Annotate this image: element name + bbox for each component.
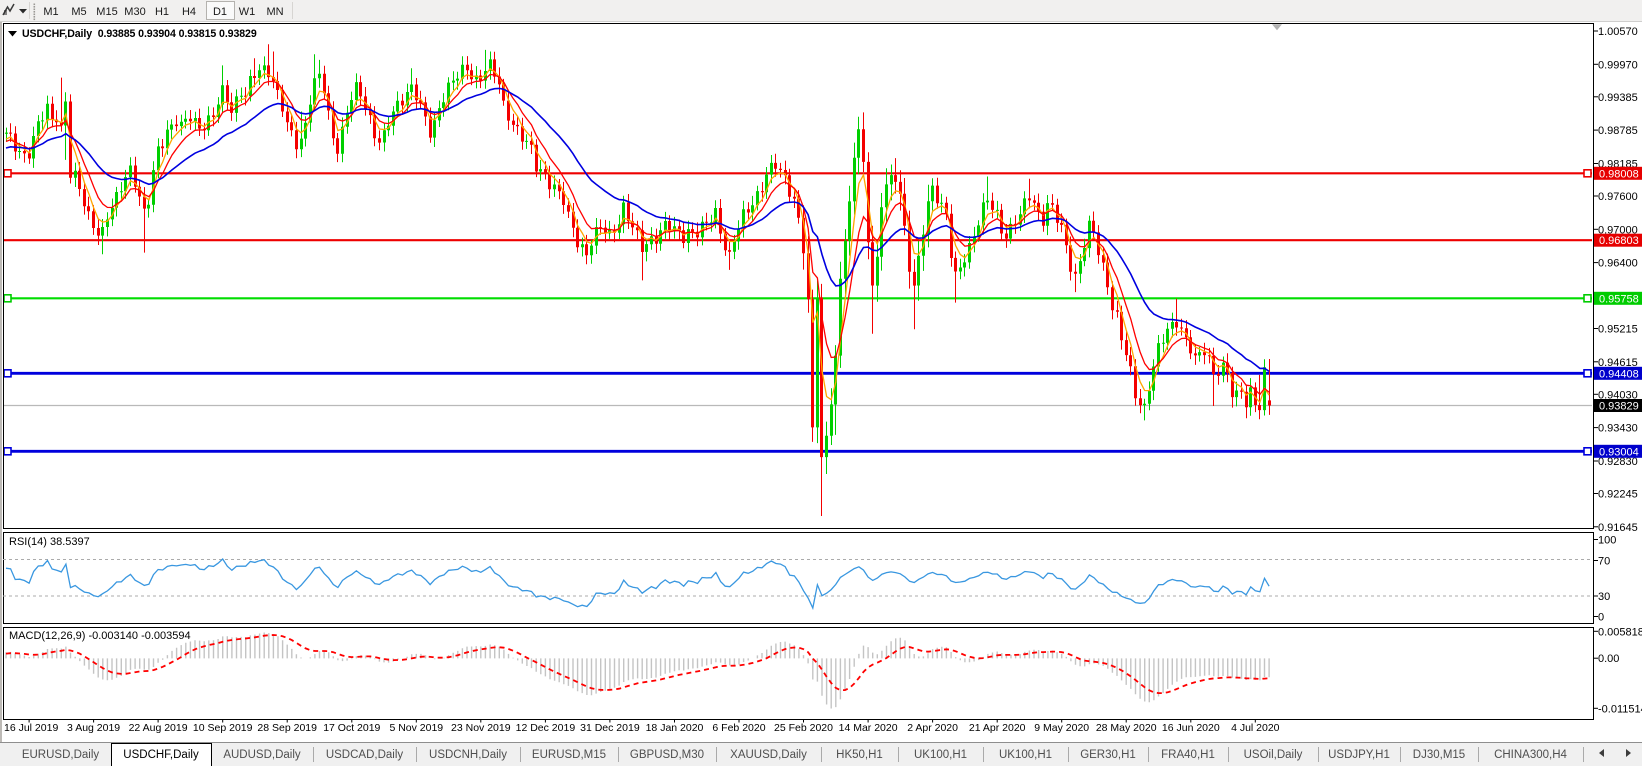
svg-text:GBPUSD,M30: GBPUSD,M30 bbox=[630, 749, 704, 761]
svg-text:18 Jan 2020: 18 Jan 2020 bbox=[646, 722, 704, 734]
svg-text:W1: W1 bbox=[239, 6, 256, 18]
svg-text:31 Dec 2019: 31 Dec 2019 bbox=[580, 722, 640, 734]
svg-text:14 Mar 2020: 14 Mar 2020 bbox=[839, 722, 898, 734]
svg-text:M30: M30 bbox=[124, 6, 145, 18]
svg-text:9 May 2020: 9 May 2020 bbox=[1034, 722, 1089, 734]
svg-text:0.98008: 0.98008 bbox=[1599, 168, 1639, 180]
svg-text:DJ30,M15: DJ30,M15 bbox=[1413, 749, 1465, 761]
svg-text:25 Feb 2020: 25 Feb 2020 bbox=[774, 722, 833, 734]
svg-text:0.91645: 0.91645 bbox=[1598, 522, 1638, 534]
svg-text:0.93829: 0.93829 bbox=[1599, 401, 1639, 413]
svg-text:0.95758: 0.95758 bbox=[1599, 293, 1639, 305]
svg-text:HK50,H1: HK50,H1 bbox=[836, 749, 883, 761]
svg-text:USDCAD,Daily: USDCAD,Daily bbox=[326, 749, 404, 761]
svg-text:0.94408: 0.94408 bbox=[1599, 368, 1639, 380]
svg-text:XAUUSD,Daily: XAUUSD,Daily bbox=[730, 749, 807, 761]
svg-text:16 Jun 2020: 16 Jun 2020 bbox=[1162, 722, 1220, 734]
svg-text:USDJPY,H1: USDJPY,H1 bbox=[1328, 749, 1390, 761]
svg-text:M5: M5 bbox=[71, 6, 86, 18]
svg-text:EURUSD,M15: EURUSD,M15 bbox=[532, 749, 606, 761]
svg-text:0.96803: 0.96803 bbox=[1599, 235, 1639, 247]
svg-text:0.94615: 0.94615 bbox=[1598, 357, 1638, 369]
svg-text:10 Sep 2019: 10 Sep 2019 bbox=[193, 722, 253, 734]
svg-text:0.00: 0.00 bbox=[1598, 653, 1619, 665]
svg-text:3 Aug 2019: 3 Aug 2019 bbox=[67, 722, 120, 734]
svg-text:MN: MN bbox=[266, 6, 283, 18]
svg-text:22 Aug 2019: 22 Aug 2019 bbox=[129, 722, 188, 734]
svg-text:0: 0 bbox=[1598, 612, 1604, 624]
svg-text:21 Apr 2020: 21 Apr 2020 bbox=[969, 722, 1026, 734]
svg-text:4 Jul 2020: 4 Jul 2020 bbox=[1231, 722, 1280, 734]
svg-text:CHINA300,H4: CHINA300,H4 bbox=[1494, 749, 1567, 761]
svg-text:0.005818: 0.005818 bbox=[1598, 626, 1642, 638]
svg-text:USOil,Daily: USOil,Daily bbox=[1244, 749, 1303, 761]
svg-text:M15: M15 bbox=[96, 6, 117, 18]
svg-text:0.92830: 0.92830 bbox=[1598, 456, 1638, 468]
svg-text:1.00570: 1.00570 bbox=[1598, 26, 1638, 38]
svg-text:EURUSD,Daily: EURUSD,Daily bbox=[22, 749, 100, 761]
svg-text:17 Oct 2019: 17 Oct 2019 bbox=[323, 722, 380, 734]
svg-text:0.99970: 0.99970 bbox=[1598, 59, 1638, 71]
svg-text:0.92245: 0.92245 bbox=[1598, 489, 1638, 501]
svg-text:USDCHF,Daily: USDCHF,Daily bbox=[123, 749, 199, 761]
svg-text:0.98785: 0.98785 bbox=[1598, 125, 1638, 137]
svg-text:MACD(12,26,9) -0.003140 -0.003: MACD(12,26,9) -0.003140 -0.003594 bbox=[9, 630, 191, 642]
svg-text:-0.011514: -0.011514 bbox=[1598, 703, 1642, 715]
svg-text:100: 100 bbox=[1598, 535, 1616, 547]
svg-text:USDCHF,Daily 0.93885 0.93904: USDCHF,Daily 0.93885 0.93904 0.93815 0.9… bbox=[22, 28, 257, 40]
svg-text:30: 30 bbox=[1598, 591, 1610, 603]
svg-text:H1: H1 bbox=[155, 6, 169, 18]
svg-text:0.97600: 0.97600 bbox=[1598, 191, 1638, 203]
svg-text:28 May 2020: 28 May 2020 bbox=[1096, 722, 1157, 734]
svg-text:UK100,H1: UK100,H1 bbox=[999, 749, 1052, 761]
svg-text:FRA40,H1: FRA40,H1 bbox=[1161, 749, 1215, 761]
svg-text:0.95215: 0.95215 bbox=[1598, 324, 1638, 336]
svg-text:0.93004: 0.93004 bbox=[1599, 446, 1639, 458]
svg-text:70: 70 bbox=[1598, 556, 1610, 568]
svg-text:0.94030: 0.94030 bbox=[1598, 389, 1638, 401]
svg-text:2 Apr 2020: 2 Apr 2020 bbox=[907, 722, 958, 734]
svg-text:GER30,H1: GER30,H1 bbox=[1080, 749, 1136, 761]
svg-text:23 Nov 2019: 23 Nov 2019 bbox=[451, 722, 511, 734]
svg-text:0.99385: 0.99385 bbox=[1598, 92, 1638, 104]
svg-text:AUDUSD,Daily: AUDUSD,Daily bbox=[223, 749, 301, 761]
svg-text:RSI(14) 38.5397: RSI(14) 38.5397 bbox=[9, 536, 90, 548]
svg-text:0.97000: 0.97000 bbox=[1598, 224, 1638, 236]
svg-text:D1: D1 bbox=[213, 6, 227, 18]
svg-text:0.96400: 0.96400 bbox=[1598, 258, 1638, 270]
svg-text:USDCNH,Daily: USDCNH,Daily bbox=[429, 749, 507, 761]
svg-text:28 Sep 2019: 28 Sep 2019 bbox=[257, 722, 317, 734]
svg-text:UK100,H1: UK100,H1 bbox=[914, 749, 967, 761]
svg-text:5 Nov 2019: 5 Nov 2019 bbox=[389, 722, 443, 734]
svg-text:6 Feb 2020: 6 Feb 2020 bbox=[712, 722, 765, 734]
svg-text:0.93430: 0.93430 bbox=[1598, 423, 1638, 435]
svg-text:M1: M1 bbox=[43, 6, 58, 18]
svg-text:H4: H4 bbox=[182, 6, 196, 18]
svg-text:12 Dec 2019: 12 Dec 2019 bbox=[516, 722, 576, 734]
svg-text:16 Jul 2019: 16 Jul 2019 bbox=[4, 722, 58, 734]
